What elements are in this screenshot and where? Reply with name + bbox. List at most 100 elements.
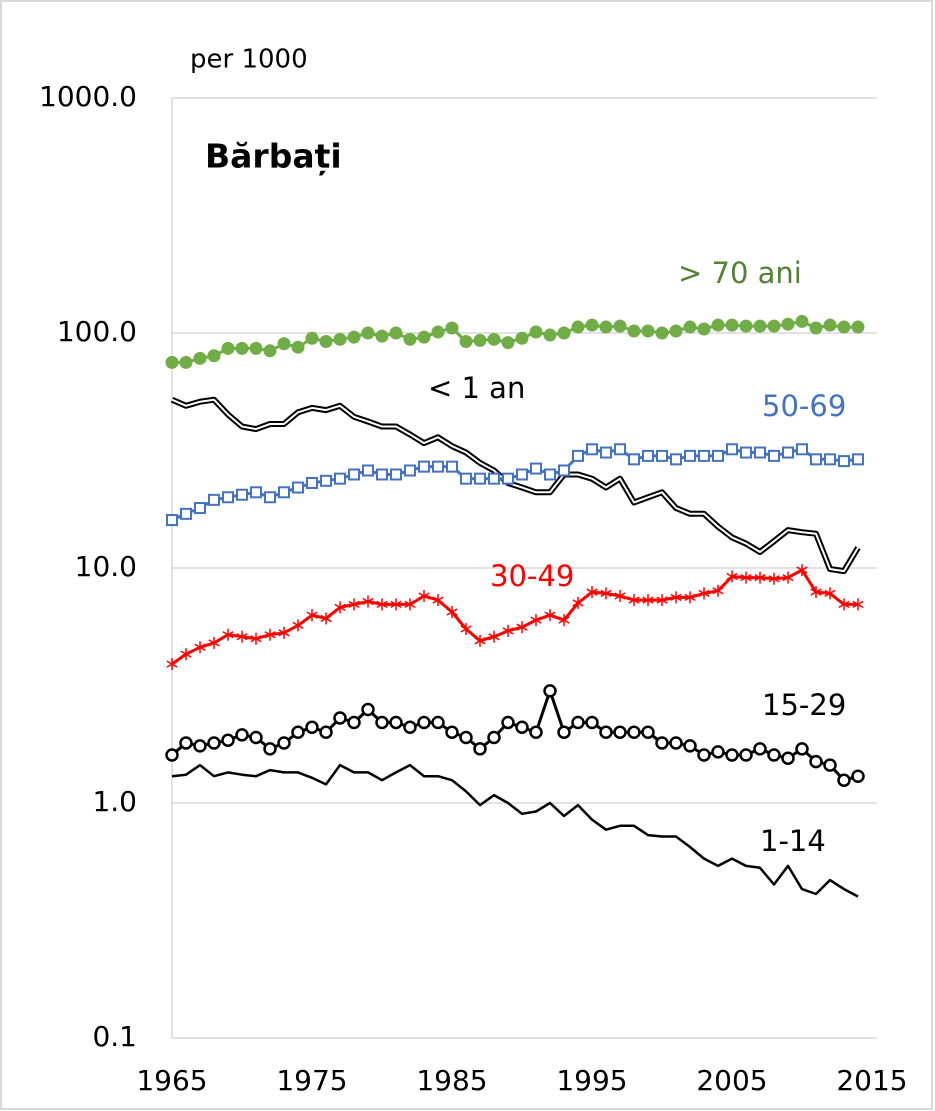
marker bbox=[697, 748, 711, 762]
marker bbox=[488, 472, 500, 485]
data-point bbox=[361, 326, 375, 340]
data-point bbox=[558, 464, 570, 477]
series-label: > 70 ani bbox=[678, 256, 802, 290]
data-point bbox=[740, 571, 752, 584]
data-point bbox=[376, 598, 388, 611]
data-point bbox=[208, 493, 220, 506]
marker bbox=[263, 742, 277, 756]
data-point bbox=[418, 590, 430, 603]
data-point bbox=[781, 317, 795, 331]
marker bbox=[207, 736, 221, 750]
marker-stroke bbox=[362, 597, 374, 606]
data-point bbox=[655, 736, 669, 750]
marker-stroke bbox=[782, 573, 794, 582]
data-point bbox=[809, 754, 823, 769]
marker bbox=[431, 715, 445, 730]
marker bbox=[767, 319, 781, 333]
marker-stroke bbox=[446, 608, 458, 616]
data-point bbox=[782, 571, 794, 584]
marker-stroke bbox=[530, 616, 542, 624]
data-point bbox=[474, 634, 486, 647]
data-point bbox=[390, 468, 402, 481]
data-point bbox=[250, 632, 262, 645]
data-point bbox=[852, 453, 864, 466]
marker-stroke bbox=[474, 637, 486, 645]
marker bbox=[362, 464, 374, 477]
marker bbox=[614, 443, 626, 456]
marker bbox=[319, 335, 333, 349]
marker bbox=[264, 491, 276, 504]
marker bbox=[361, 702, 375, 717]
marker bbox=[795, 314, 809, 328]
marker bbox=[473, 742, 487, 756]
y-tick-label: 0.1 bbox=[92, 1020, 137, 1053]
marker-stroke bbox=[712, 587, 724, 595]
data-point bbox=[432, 594, 444, 607]
marker bbox=[725, 748, 739, 762]
marker bbox=[684, 449, 696, 462]
marker bbox=[249, 341, 263, 355]
marker bbox=[613, 725, 627, 740]
marker bbox=[683, 320, 697, 334]
marker bbox=[375, 329, 389, 343]
data-point bbox=[277, 736, 291, 750]
data-point bbox=[417, 330, 431, 344]
marker bbox=[599, 320, 613, 334]
data-point bbox=[515, 331, 529, 345]
data-point bbox=[263, 344, 277, 358]
marker-stroke bbox=[208, 639, 220, 647]
data-point bbox=[599, 725, 613, 740]
marker bbox=[823, 318, 837, 332]
data-point bbox=[544, 468, 556, 481]
x-tick-label: 1995 bbox=[556, 1064, 627, 1097]
data-point bbox=[362, 595, 374, 608]
marker bbox=[277, 337, 291, 351]
data-point bbox=[180, 648, 192, 661]
data-point bbox=[600, 587, 612, 600]
marker bbox=[502, 472, 514, 485]
marker-stroke bbox=[754, 573, 766, 582]
marker bbox=[558, 464, 570, 477]
marker bbox=[417, 330, 431, 344]
data-point bbox=[264, 491, 276, 504]
marker-stroke bbox=[670, 593, 682, 602]
data-point bbox=[599, 320, 613, 334]
data-point bbox=[166, 658, 178, 671]
data-point bbox=[543, 684, 557, 698]
marker bbox=[306, 476, 318, 489]
marker-stroke bbox=[516, 623, 528, 631]
data-point bbox=[166, 514, 178, 527]
data-point bbox=[628, 594, 640, 607]
data-point bbox=[221, 733, 235, 747]
data-point bbox=[697, 748, 711, 762]
marker bbox=[236, 488, 248, 501]
data-point bbox=[726, 443, 738, 456]
data-point bbox=[795, 742, 809, 756]
data-point bbox=[193, 739, 207, 753]
marker bbox=[207, 349, 221, 363]
data-point bbox=[375, 715, 389, 730]
marker-stroke bbox=[656, 596, 668, 604]
marker-stroke bbox=[432, 596, 444, 604]
marker bbox=[389, 715, 403, 730]
data-point bbox=[263, 742, 277, 756]
marker bbox=[516, 468, 528, 481]
marker bbox=[823, 758, 837, 772]
marker bbox=[543, 684, 557, 698]
marker bbox=[543, 328, 557, 342]
data-point bbox=[390, 598, 402, 611]
marker bbox=[697, 322, 711, 336]
marker bbox=[740, 446, 752, 459]
marker bbox=[529, 725, 543, 740]
data-point bbox=[179, 736, 193, 750]
data-point bbox=[614, 443, 626, 456]
marker-stroke bbox=[306, 611, 318, 619]
data-point bbox=[558, 614, 570, 627]
marker bbox=[221, 341, 235, 355]
marker-stroke bbox=[740, 573, 752, 582]
marker-stroke bbox=[264, 631, 276, 639]
marker-stroke bbox=[628, 596, 640, 604]
marker bbox=[347, 330, 361, 344]
y-tick-label: 1.0 bbox=[92, 785, 137, 818]
data-point bbox=[305, 720, 319, 735]
